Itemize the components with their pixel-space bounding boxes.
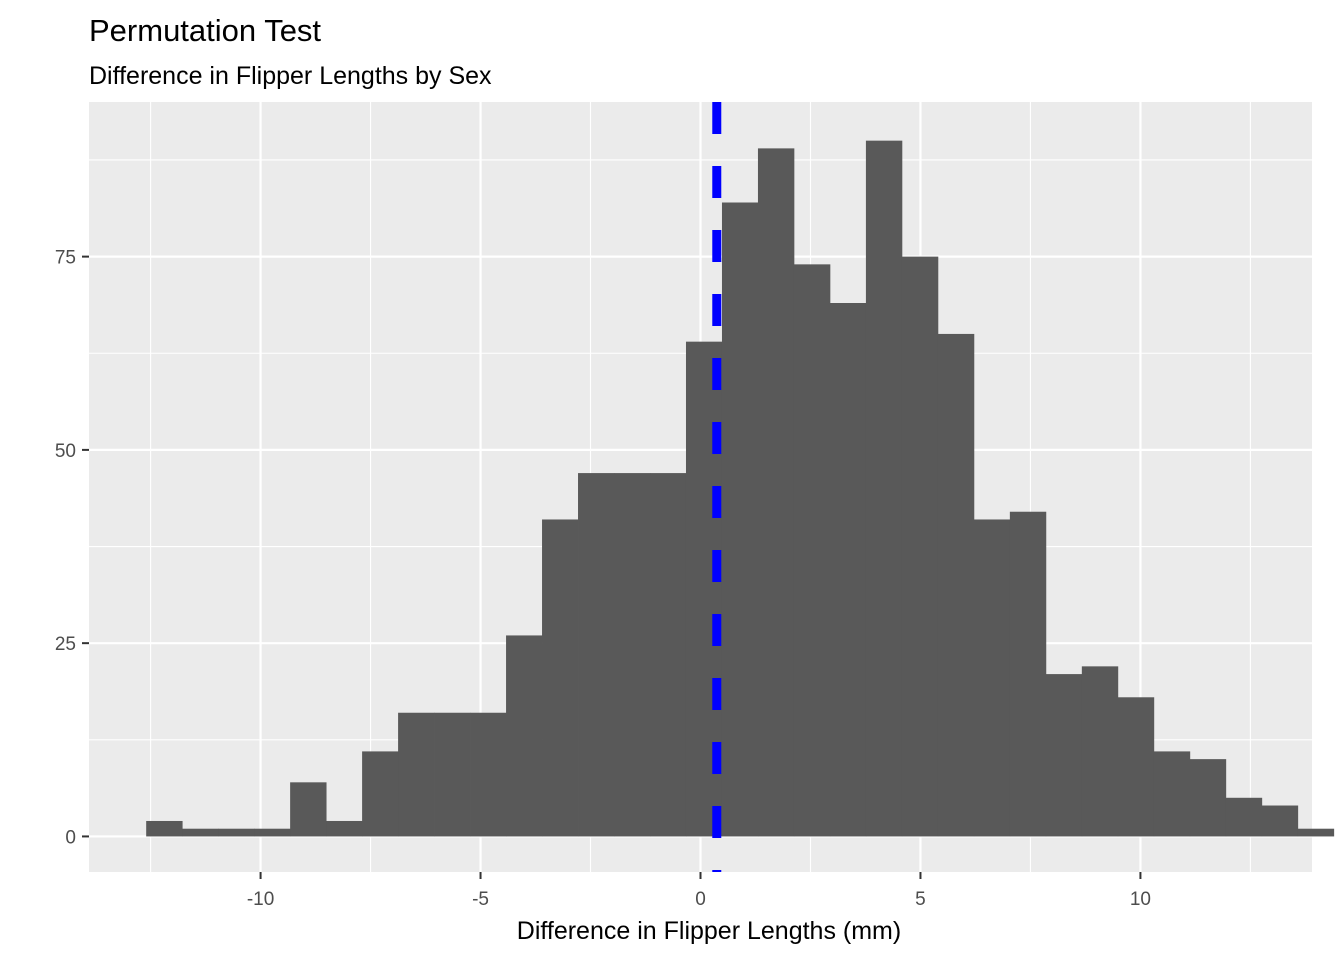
histogram-bar: [506, 635, 543, 837]
y-tick-label: 0: [65, 827, 76, 848]
histogram-bar: [542, 519, 579, 837]
x-tick-label: -10: [247, 889, 274, 910]
histogram-bar: [614, 473, 651, 837]
histogram-bar: [398, 712, 435, 837]
histogram-bar: [146, 820, 183, 837]
histogram-bar: [901, 256, 939, 837]
histogram-bar: [1009, 511, 1047, 837]
histogram-bars: [146, 140, 1335, 837]
histogram-bar: [793, 264, 831, 837]
histogram-bar: [1189, 759, 1227, 837]
x-axis: -10 -5 0 5 10: [247, 872, 1151, 910]
y-tick-label: 25: [55, 634, 76, 655]
histogram-bar: [254, 828, 291, 837]
histogram-bar: [1225, 797, 1263, 837]
chart-title: Permutation Test: [89, 13, 321, 48]
histogram-bar: [290, 782, 327, 837]
x-tick-label: 5: [915, 889, 926, 910]
x-tick-label: 0: [695, 889, 706, 910]
histogram-bar: [1153, 751, 1191, 837]
histogram-bar: [937, 333, 975, 837]
histogram-bar: [1081, 666, 1119, 837]
histogram-bar: [1117, 697, 1155, 837]
y-tick-label: 75: [55, 248, 76, 269]
y-axis: 0 25 50 75: [55, 248, 89, 848]
y-tick-label: 50: [55, 441, 76, 462]
histogram-bar: [1261, 805, 1299, 837]
histogram-bar: [434, 712, 471, 837]
x-tick-label: 10: [1130, 889, 1151, 910]
x-tick-label: -5: [472, 889, 489, 910]
histogram-bar: [649, 473, 687, 837]
chart-subtitle: Difference in Flipper Lengths by Sex: [89, 62, 492, 90]
histogram-bar: [973, 519, 1011, 837]
histogram-bar: [865, 140, 903, 837]
histogram-bar: [218, 828, 255, 837]
histogram-bar: [470, 712, 507, 837]
histogram-bar: [829, 303, 867, 837]
x-axis-title: Difference in Flipper Lengths (mm): [517, 917, 901, 945]
histogram-bar: [721, 202, 759, 837]
histogram-bar: [182, 828, 219, 837]
histogram-bar: [326, 820, 363, 837]
histogram-bar: [757, 148, 795, 837]
histogram-bar: [1297, 828, 1335, 837]
histogram-bar: [578, 473, 615, 837]
histogram-bar: [1045, 674, 1083, 837]
histogram-bar: [362, 751, 399, 837]
